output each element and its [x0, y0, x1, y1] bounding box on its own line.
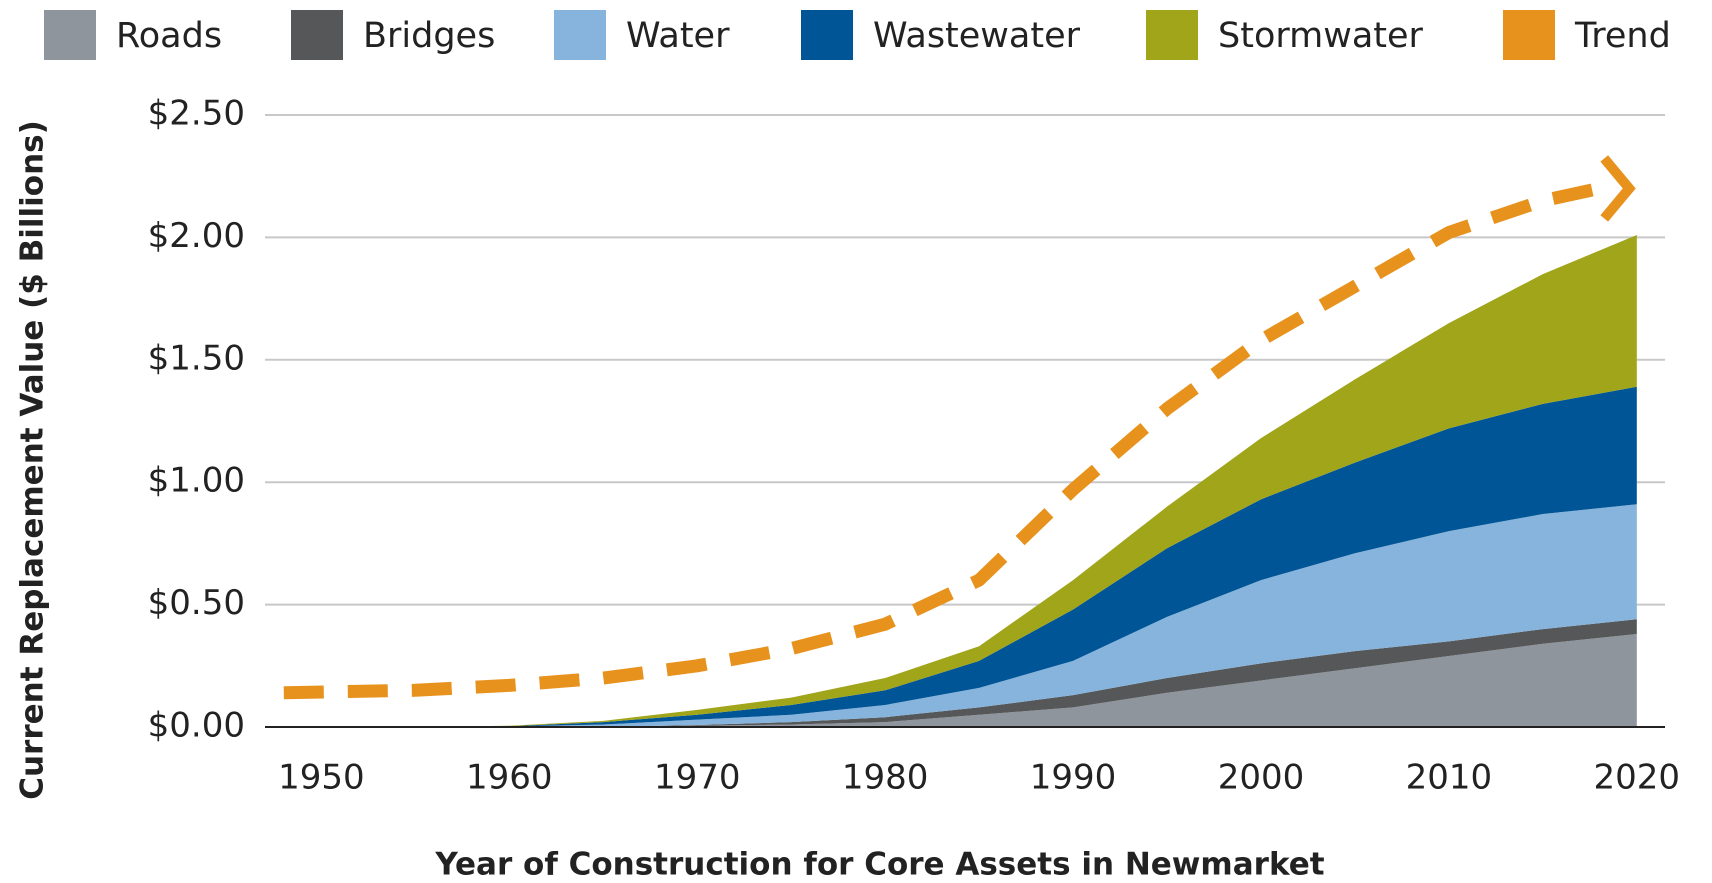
- legend-swatch: [1503, 10, 1555, 60]
- y-tick-label: $0.50: [148, 583, 245, 623]
- area: [321, 386, 1637, 727]
- legend-label: Stormwater: [1218, 16, 1424, 56]
- legend-swatch: [554, 10, 606, 60]
- y-tick-label: $0.00: [148, 706, 245, 746]
- legend-label: Trend: [1574, 16, 1671, 56]
- y-tick-label: $2.00: [148, 216, 245, 256]
- legend-label: Water: [626, 16, 730, 56]
- trend-line: [283, 182, 1601, 700]
- x-tick-label: 1970: [654, 758, 741, 798]
- y-axis-label: Current Replacement Value ($ Billions): [15, 120, 51, 800]
- y-tick-label: $1.00: [148, 461, 245, 501]
- area: [321, 633, 1637, 727]
- x-tick-label: 1960: [466, 758, 553, 798]
- legend-swatch: [44, 10, 96, 60]
- x-tick-label: 2010: [1406, 758, 1493, 798]
- x-tick-label: 1990: [1030, 758, 1117, 798]
- legend-swatch: [1146, 10, 1198, 60]
- legend-label: Roads: [116, 16, 222, 56]
- x-tick-label: 2020: [1594, 758, 1681, 798]
- x-tick-label: 1950: [278, 758, 365, 798]
- y-tick-label: $1.50: [148, 338, 245, 378]
- x-tick-label: 2000: [1218, 758, 1305, 798]
- x-axis-label: Year of Construction for Core Assets in …: [434, 847, 1324, 883]
- legend-label: Bridges: [363, 16, 495, 56]
- legend-label: Wastewater: [873, 16, 1081, 56]
- trend-arrow: [1600, 155, 1636, 222]
- legend-swatch: [801, 10, 853, 60]
- y-tick-label: $2.50: [148, 94, 245, 134]
- legend-swatch: [291, 10, 343, 60]
- x-tick-label: 1980: [842, 758, 929, 798]
- area: [321, 504, 1637, 727]
